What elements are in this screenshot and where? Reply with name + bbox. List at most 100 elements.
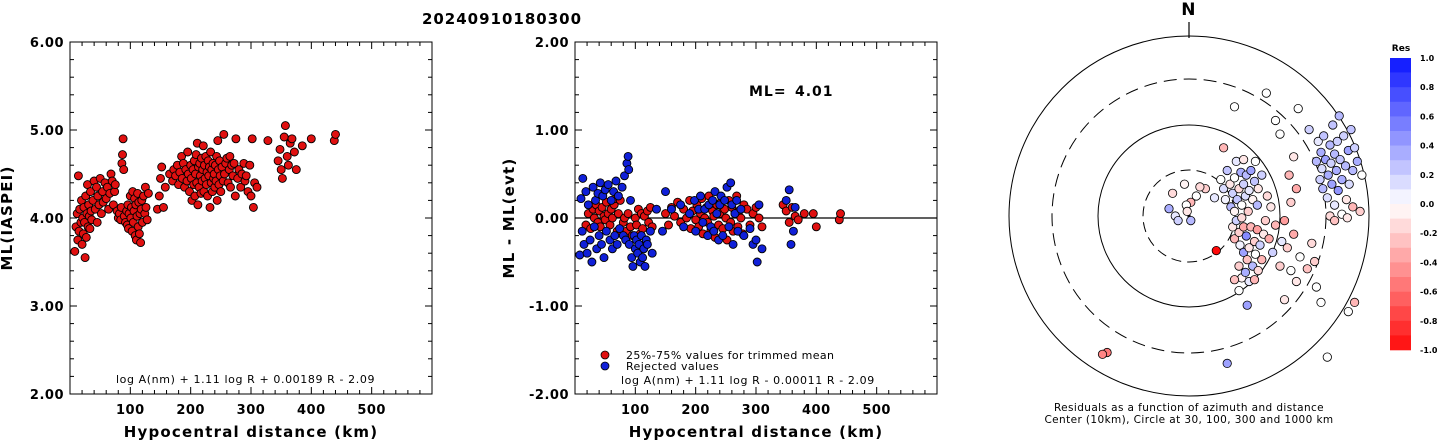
data-point <box>282 151 292 161</box>
data-point <box>589 222 599 232</box>
data-point <box>583 200 593 210</box>
station-residual-point <box>1260 216 1271 226</box>
data-point <box>613 209 623 219</box>
station-residual-point <box>1253 184 1263 194</box>
station-residual-point <box>1242 255 1252 265</box>
data-point <box>599 253 609 263</box>
y-tick-label: 6.00 <box>30 36 64 51</box>
data-points <box>70 121 340 263</box>
colorbar-tick-label: 0.6 <box>1420 112 1435 121</box>
data-point <box>206 147 216 157</box>
data-point <box>141 202 151 212</box>
data-point <box>690 195 699 205</box>
station-residual-point <box>1333 185 1343 196</box>
data-points <box>575 151 845 271</box>
station-residual-point <box>1222 165 1232 176</box>
colorbar-cell <box>1390 160 1411 176</box>
colorbar-tick-label: -0.8 <box>1420 317 1437 326</box>
station-residual-point <box>1348 165 1358 176</box>
data-point <box>696 191 705 201</box>
data-point <box>757 244 767 254</box>
magnitude-formula: log A(nm) + 1.11 log R - 0.00011 R - 2.0… <box>621 374 875 387</box>
data-point <box>183 147 193 157</box>
data-point <box>757 222 767 232</box>
x-tick-label: 200 <box>176 403 205 418</box>
station-residual-point <box>1346 125 1356 135</box>
y-tick-labels: -2.00 -1.00 0.00 1.00 2.00 <box>529 36 569 403</box>
data-point <box>96 209 106 219</box>
ml-vs-distance-panel: 2.00 3.00 4.00 5.00 6.00 100 200 300 400 500 ML(… <box>0 36 433 441</box>
legend-label-accepted: 25%-75% values for trimmed mean <box>626 349 834 362</box>
data-point <box>712 209 722 219</box>
station-residual-point <box>1331 165 1342 176</box>
station-residual-point <box>1326 158 1336 168</box>
data-point <box>733 226 743 236</box>
y-tick-label: 2.00 <box>30 388 64 403</box>
colorbar-tick-label: -1.0 <box>1420 346 1437 355</box>
caption-line-2: Center (10km), Circle at 30, 100, 300 an… <box>1044 414 1333 426</box>
station-residual-point <box>1302 264 1312 274</box>
data-point <box>703 231 713 241</box>
data-point <box>73 171 83 181</box>
data-point <box>620 171 629 181</box>
data-point <box>136 238 146 248</box>
station-residual-point <box>1237 200 1247 210</box>
data-point <box>623 209 633 219</box>
data-point <box>226 182 235 192</box>
station-residual-point <box>1228 188 1238 198</box>
colorbar-title: Res <box>1392 44 1410 54</box>
data-point <box>246 191 256 201</box>
station-residual-point <box>1325 140 1335 150</box>
y-tick-label: 0.00 <box>535 212 569 227</box>
station-residual-point <box>1182 206 1192 216</box>
station-residual-point <box>1237 213 1247 223</box>
colorbar-cell <box>1390 320 1411 336</box>
station-residual-point <box>1252 200 1262 210</box>
station-residual-point <box>1318 184 1328 194</box>
station-residual-point <box>1330 149 1340 159</box>
colorbar-cell <box>1390 72 1411 88</box>
y-axis-title: ML(IASPEI) <box>0 165 16 270</box>
data-point <box>225 151 235 161</box>
station-residual-point <box>1234 261 1244 271</box>
data-point <box>610 231 620 241</box>
data-point <box>736 213 746 223</box>
station-residual-point <box>1289 229 1299 239</box>
colorbar-tick-label: 0.8 <box>1420 83 1435 92</box>
data-point <box>156 173 165 183</box>
data-point <box>92 182 101 192</box>
data-point <box>283 160 293 170</box>
data-point <box>159 202 168 212</box>
station-residual-point <box>1229 102 1240 112</box>
data-point <box>603 180 613 190</box>
data-point <box>627 253 637 263</box>
north-label: N <box>1181 0 1196 20</box>
station-residual-point <box>1241 231 1251 241</box>
data-point <box>252 182 262 192</box>
y-tick-label: 4.00 <box>30 212 64 227</box>
data-point <box>236 182 246 192</box>
colorbar-cell <box>1390 335 1411 351</box>
data-point <box>617 182 627 192</box>
station-residual-point <box>1339 131 1349 141</box>
station-residual-point <box>1229 234 1240 244</box>
data-point <box>80 253 90 263</box>
station-residual-point <box>1322 193 1332 203</box>
data-point <box>661 187 670 197</box>
station-residual-point <box>1262 191 1272 201</box>
data-point <box>607 213 617 223</box>
data-point <box>613 191 623 201</box>
data-point <box>576 194 586 204</box>
magnitude-formula: log A(nm) + 1.11 log R + 0.00189 R - 2.0… <box>116 373 375 386</box>
data-point <box>710 187 720 197</box>
data-point <box>623 151 633 161</box>
station-residual-point <box>1275 261 1285 271</box>
station-residual-point <box>1244 185 1254 196</box>
station-residual-point <box>1229 275 1240 285</box>
data-point <box>77 239 87 249</box>
data-point <box>245 160 255 170</box>
data-point <box>160 182 170 192</box>
station-residual-point <box>1219 143 1229 153</box>
data-point <box>647 248 657 258</box>
data-point <box>231 134 241 144</box>
